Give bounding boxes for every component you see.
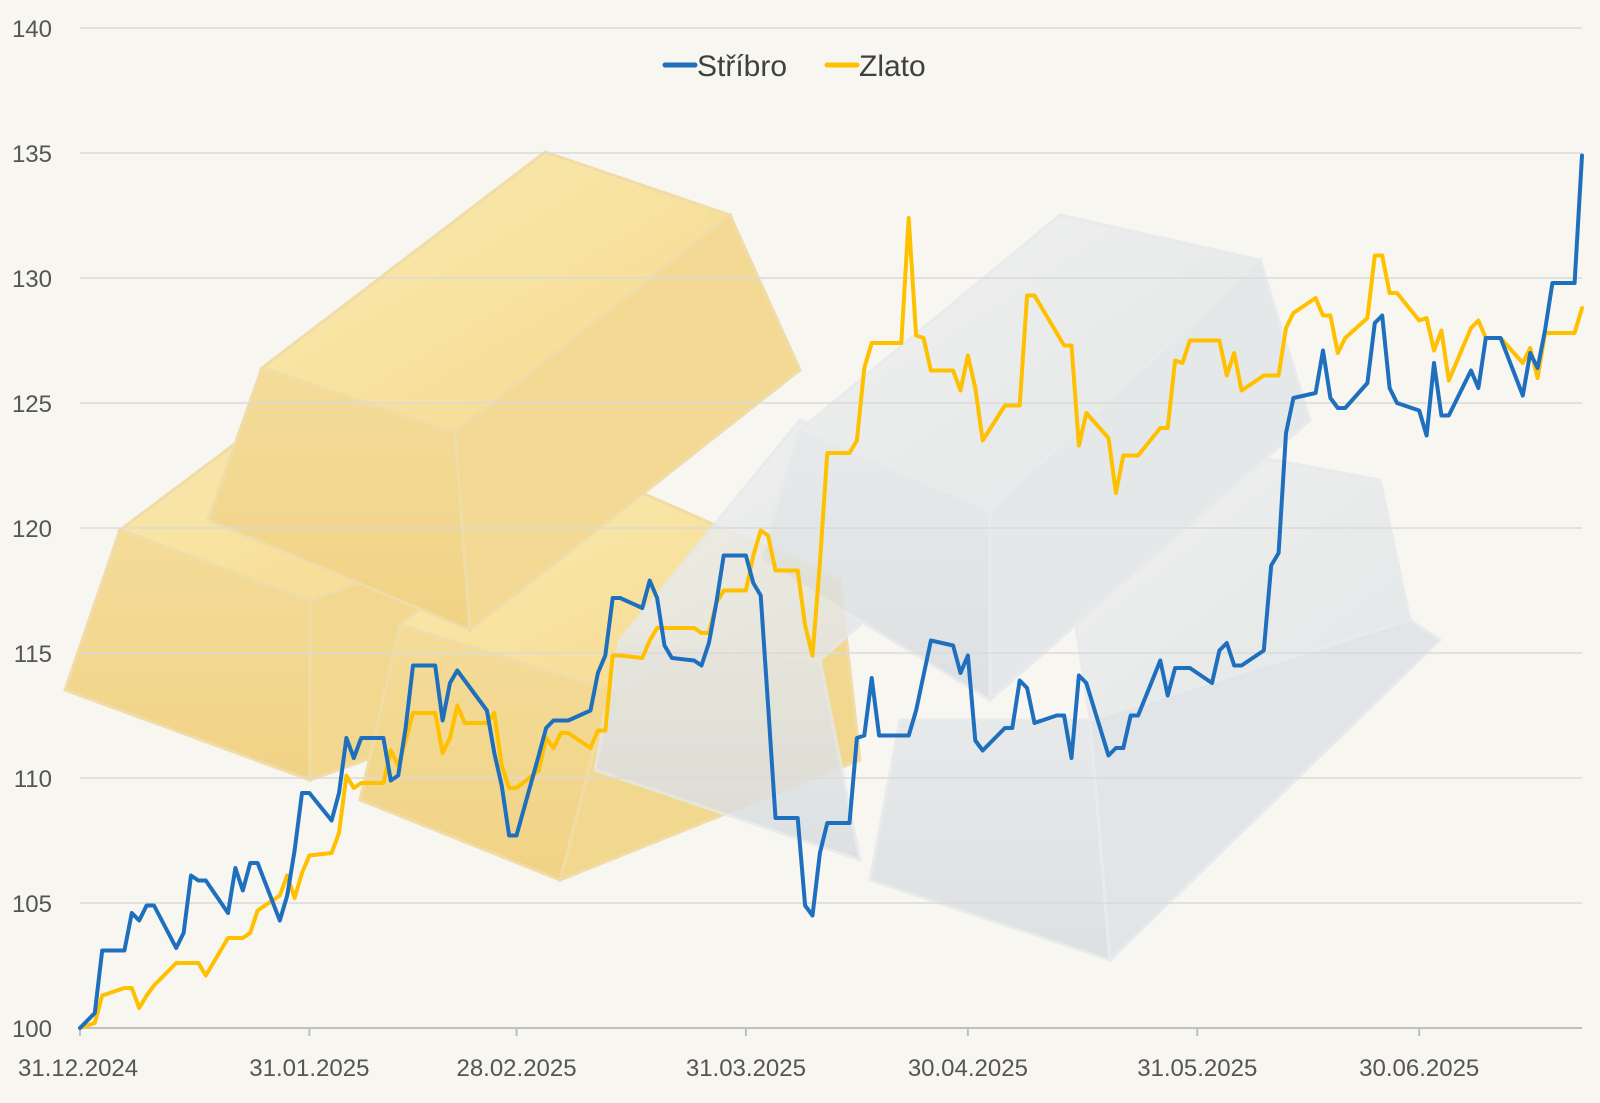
gold-bar-top [206,150,802,633]
y-tick-label: 100 [12,1016,52,1043]
y-tick-label: 115 [14,641,52,668]
legend-item: Zlato [824,50,926,83]
legend-item: Stříbro [662,50,787,83]
y-tick-label: 120 [12,516,52,543]
x-tick-label: 31.12.2024 [18,1055,138,1082]
x-tick-label: 30.06.2025 [1359,1055,1479,1082]
x-tick-label: 31.01.2025 [249,1055,369,1082]
y-tick-label: 130 [12,266,52,293]
series-line-gold [78,216,1584,1030]
y-tick-label: 125 [12,391,52,418]
x-axis: 31.12.2024 31.01.2025 28.02.2025 31.03.2025… [18,1055,1479,1082]
legend: Stříbro Zlato [662,50,926,83]
series-line-silver [78,153,1584,1030]
x-tick-label: 31.05.2025 [1137,1055,1257,1082]
x-tick-label: 30.04.2025 [908,1055,1028,1082]
x-tick-label: 31.03.2025 [686,1055,806,1082]
y-tick-label: 110 [14,766,52,793]
y-tick-label: 135 [12,141,52,168]
gridlines [80,27,1582,904]
x-tick-label: 28.02.2025 [456,1055,576,1082]
series-lines [78,153,1584,1030]
legend-label: Stříbro [697,50,787,83]
legend-label: Zlato [859,50,926,83]
y-tick-label: 105 [12,891,52,918]
y-tick-label: 140 [12,16,52,43]
y-axis: 100 105 110 115 120 125 130 135 140 [12,16,52,1043]
x-axis-ticks [79,1028,1421,1036]
